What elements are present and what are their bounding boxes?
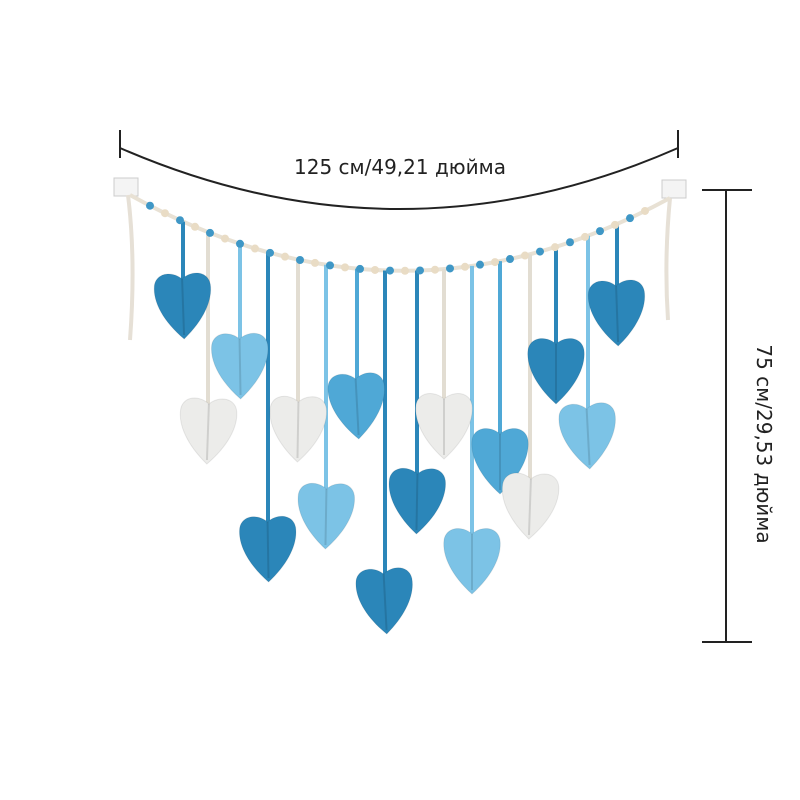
leaf-vein (181, 278, 186, 336)
bead (566, 238, 574, 247)
bead (386, 266, 394, 275)
bead (251, 244, 259, 253)
height-label: 75 см/29,53 дюйма (752, 344, 776, 543)
bead (146, 201, 154, 210)
bead (311, 258, 319, 267)
leaf-vein (205, 403, 210, 461)
width-label: 125 см/49,21 дюйма (294, 155, 506, 179)
leaf (354, 566, 416, 636)
rope (129, 193, 671, 273)
leaf (210, 332, 270, 400)
bead (521, 251, 529, 260)
bead (236, 239, 244, 248)
leaf (296, 482, 356, 550)
leaf-vein (585, 408, 591, 466)
bead (206, 228, 214, 237)
leaf-vein (415, 473, 419, 531)
bead (641, 206, 649, 215)
bead (176, 216, 184, 225)
leaf-vein (238, 338, 242, 396)
bead (446, 264, 454, 273)
leaf (415, 392, 473, 460)
tie (126, 194, 135, 341)
bead (161, 209, 169, 218)
bead (401, 266, 409, 275)
bead (266, 248, 274, 257)
bead (296, 256, 304, 265)
bead (506, 255, 514, 264)
leaf (153, 272, 213, 341)
leaf (178, 397, 238, 466)
leaf (557, 401, 619, 471)
leaf (500, 472, 560, 541)
bead (596, 227, 604, 236)
leaf (387, 467, 447, 535)
bead (461, 262, 469, 271)
bead (191, 222, 199, 231)
hook (113, 177, 139, 197)
leaf (268, 395, 328, 463)
tie (664, 197, 672, 321)
leaf-vein (266, 521, 270, 579)
width-arc (119, 147, 679, 210)
leaf (471, 427, 529, 495)
bead (326, 261, 334, 270)
bead (281, 252, 289, 261)
leaf-vein (296, 401, 300, 459)
bead (356, 264, 364, 273)
leaf (326, 371, 388, 441)
bead (416, 266, 424, 275)
leaf-vein (324, 488, 328, 546)
bead (626, 214, 634, 223)
bead (341, 263, 349, 272)
leaf-vein (527, 478, 532, 536)
bead (371, 265, 379, 274)
hook (661, 179, 687, 199)
leaf (527, 337, 585, 405)
bead (536, 247, 544, 256)
bead (581, 232, 589, 241)
leaf (238, 515, 298, 583)
leaf-vein (615, 285, 620, 343)
leaf (587, 279, 647, 348)
bead (551, 243, 559, 252)
leaf-vein (382, 573, 388, 631)
bead (476, 260, 484, 269)
bead (431, 265, 439, 274)
leaf (443, 527, 501, 595)
leaf-vein (354, 378, 360, 436)
bead (491, 258, 499, 267)
bead (611, 220, 619, 229)
bead (221, 234, 229, 243)
